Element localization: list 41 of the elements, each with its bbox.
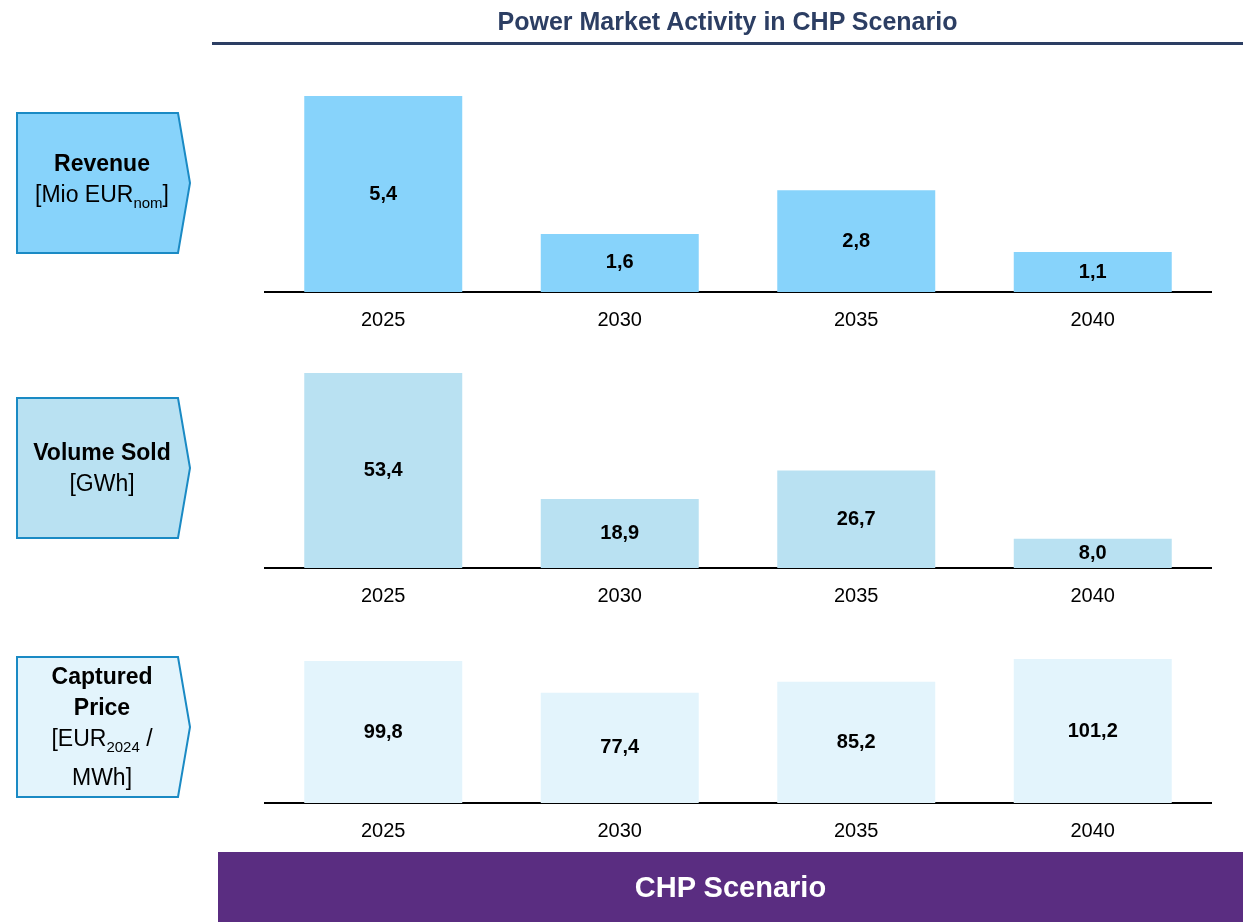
data-label: 77,4 (600, 735, 641, 758)
text: CHP Scenario (218, 852, 1243, 922)
x-tick-label: 2040 (1070, 583, 1115, 606)
x-tick-label: 2025 (361, 583, 406, 606)
data-label: 101,2 (1067, 718, 1118, 741)
data-label: 26,7 (836, 506, 876, 529)
y-axis-title: Volume Sold [GWh] (32, 438, 172, 498)
bar (540, 233, 699, 292)
bar (777, 190, 936, 292)
bar (777, 681, 936, 803)
x-tick-label: 2025 (361, 307, 406, 330)
bar (304, 660, 463, 803)
data-label: 1,1 (1078, 259, 1107, 282)
x-tick-label: 2025 (361, 818, 406, 841)
data-label: 8,0 (1078, 540, 1107, 563)
x-tick-label: 2040 (1070, 307, 1115, 330)
bar (1013, 252, 1172, 292)
x-tick-label: 2030 (597, 818, 642, 841)
x-tick-label: 2040 (1070, 818, 1115, 841)
data-label: 85,2 (836, 729, 876, 752)
x-tick-label: 2035 (834, 818, 879, 841)
data-label: 99,8 (363, 719, 403, 742)
x-tick-label: 2035 (834, 307, 879, 330)
data-label: 53,4 (363, 458, 404, 481)
bar (304, 96, 463, 292)
data-label: 18,9 (600, 521, 640, 544)
data-label: 1,6 (605, 250, 634, 273)
x-tick-label: 2035 (834, 583, 879, 606)
bar (1013, 538, 1172, 568)
bar (540, 692, 699, 803)
data-label: 2,8 (842, 228, 871, 251)
chart-title: Power Market Activity in CHP Scenario (212, 2, 1243, 45)
x-tick-label: 2030 (597, 307, 642, 330)
bar (1013, 659, 1172, 803)
bar (304, 373, 463, 568)
bar (777, 470, 936, 568)
x-tick-label: 2030 (597, 583, 642, 606)
data-label: 5,4 (369, 181, 399, 204)
bar (540, 498, 699, 568)
y-axis-title: Captured Price [EUR$_{2024}$ / MWh] (50, 662, 154, 792)
y-axis-title: Revenue [Mio EUR$_{nom}$] (34, 149, 170, 213)
